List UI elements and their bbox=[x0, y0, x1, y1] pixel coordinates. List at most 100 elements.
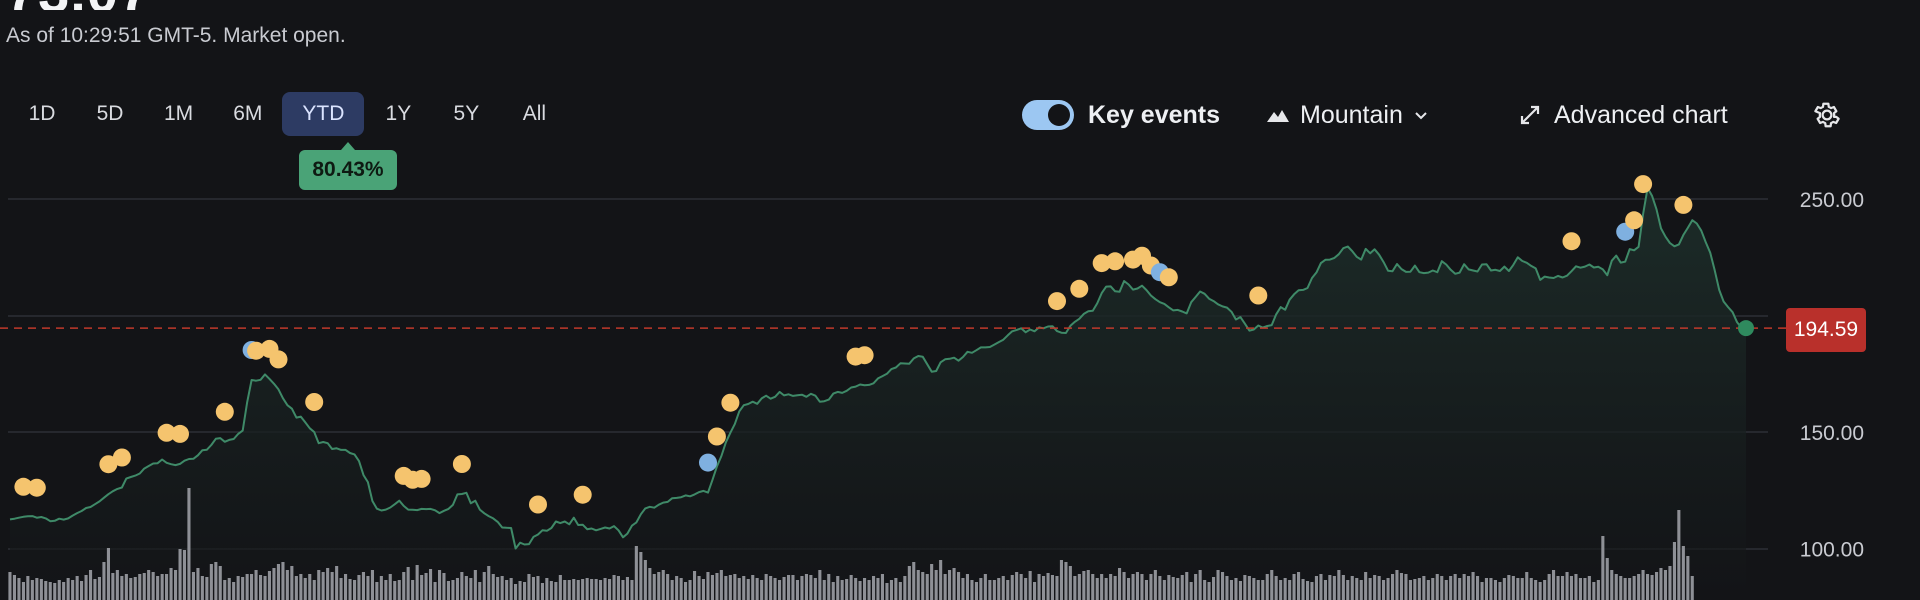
volume-bar bbox=[952, 568, 956, 600]
volume-bar bbox=[446, 581, 450, 600]
volume-bar bbox=[880, 574, 884, 600]
range-6m[interactable]: 6M bbox=[233, 102, 263, 125]
volume-bar bbox=[102, 562, 106, 600]
volume-bar bbox=[406, 567, 410, 600]
volume-bar bbox=[603, 578, 607, 600]
volume-bar bbox=[715, 573, 719, 600]
volume-bar bbox=[1426, 580, 1430, 600]
advanced-chart-link[interactable]: Advanced chart bbox=[1518, 92, 1728, 138]
volume-bar bbox=[1632, 576, 1636, 600]
range-1y[interactable]: 1Y bbox=[385, 102, 412, 125]
volume-bar bbox=[997, 578, 1001, 600]
chart-type-dropdown[interactable]: Mountain bbox=[1266, 92, 1429, 138]
volume-bar bbox=[8, 572, 12, 600]
earnings-event-marker bbox=[99, 455, 118, 474]
y-tick-label: 250.00 bbox=[1800, 189, 1864, 212]
volume-bar bbox=[348, 579, 352, 600]
volume-bar bbox=[1561, 576, 1565, 600]
key-events-label: Key events bbox=[1088, 100, 1221, 129]
earnings-event-marker bbox=[1249, 286, 1268, 305]
volume-bar bbox=[182, 550, 186, 600]
volume-bar bbox=[634, 546, 638, 600]
volume-bar bbox=[540, 583, 544, 600]
range-5d[interactable]: 5D bbox=[96, 102, 124, 125]
volume-bar bbox=[1373, 575, 1377, 600]
earnings-event-marker bbox=[1048, 292, 1066, 311]
volume-bar bbox=[1314, 576, 1318, 600]
toggle-knob bbox=[1048, 104, 1070, 126]
y-tick-label: 100.00 bbox=[1800, 539, 1864, 562]
volume-bar bbox=[111, 573, 115, 600]
volume-bar bbox=[1408, 580, 1412, 600]
price-value: 73.07 bbox=[6, 0, 151, 10]
volume-bar bbox=[898, 582, 902, 600]
volume-bar bbox=[1659, 568, 1663, 600]
volume-bar bbox=[1171, 577, 1175, 600]
volume-bar bbox=[133, 577, 137, 600]
volume-bar bbox=[666, 574, 670, 600]
key-events-toggle[interactable] bbox=[1022, 100, 1074, 130]
volume-bar bbox=[733, 574, 737, 600]
range-1m[interactable]: 1M bbox=[164, 102, 194, 125]
volume-bar bbox=[1024, 578, 1028, 600]
last-price-dot bbox=[1738, 320, 1754, 337]
volume-bar bbox=[907, 566, 911, 600]
volume-bar bbox=[1516, 578, 1520, 600]
volume-bar bbox=[1672, 542, 1676, 600]
earnings-event-marker bbox=[171, 424, 189, 443]
volume-bar bbox=[1055, 576, 1059, 600]
volume-bar bbox=[836, 576, 840, 600]
volume-bar bbox=[572, 579, 576, 600]
range-ytd[interactable]: YTD bbox=[282, 92, 365, 136]
volume-bar bbox=[1628, 578, 1632, 600]
volume-bar bbox=[1207, 582, 1211, 600]
range-all[interactable]: All bbox=[522, 102, 547, 125]
volume-bar bbox=[1386, 578, 1390, 600]
volume-bar bbox=[1677, 510, 1681, 600]
volume-bar bbox=[303, 578, 307, 600]
volume-bar bbox=[706, 572, 710, 600]
key-events-toggle-group[interactable]: Key events bbox=[1022, 92, 1220, 138]
volume-bar bbox=[1614, 574, 1618, 600]
volume-bar bbox=[1265, 574, 1269, 600]
volume-bar bbox=[375, 582, 379, 600]
volume-bar bbox=[1140, 574, 1144, 600]
settings-button[interactable] bbox=[1812, 92, 1842, 138]
volume-bar bbox=[1225, 576, 1229, 600]
volume-bar bbox=[858, 581, 862, 600]
volume-bar bbox=[1668, 566, 1672, 600]
volume-bar bbox=[1484, 578, 1488, 600]
volume-bar bbox=[724, 576, 728, 600]
range-5y[interactable]: 5Y bbox=[453, 102, 480, 125]
price-area bbox=[10, 188, 1746, 600]
volume-bar bbox=[827, 574, 831, 600]
volume-bar bbox=[1122, 572, 1126, 600]
volume-bar bbox=[1042, 576, 1046, 600]
volume-bar bbox=[957, 572, 961, 600]
volume-bar bbox=[1001, 576, 1005, 600]
volume-bar bbox=[487, 566, 491, 600]
volume-bar bbox=[778, 580, 782, 600]
volume-bar bbox=[1153, 570, 1157, 600]
volume-bar bbox=[455, 578, 459, 600]
volume-bar bbox=[1118, 568, 1122, 600]
volume-bar bbox=[1350, 576, 1354, 600]
volume-bar bbox=[1189, 582, 1193, 600]
volume-bar bbox=[1493, 580, 1497, 600]
earnings-event-marker bbox=[855, 346, 874, 365]
volume-bar bbox=[1243, 575, 1247, 600]
volume-bar bbox=[684, 582, 688, 600]
volume-bar bbox=[241, 577, 245, 600]
range-1d[interactable]: 1D bbox=[28, 102, 56, 125]
volume-bar bbox=[688, 580, 692, 600]
volume-bar bbox=[585, 578, 589, 600]
volume-bar bbox=[594, 579, 598, 600]
volume-bar bbox=[1167, 575, 1171, 600]
volume-bar bbox=[970, 580, 974, 600]
volume-bar bbox=[643, 560, 647, 600]
volume-bar bbox=[616, 576, 620, 600]
volume-bar bbox=[245, 574, 249, 600]
volume-bar bbox=[433, 582, 437, 600]
volume-bar bbox=[500, 576, 504, 600]
